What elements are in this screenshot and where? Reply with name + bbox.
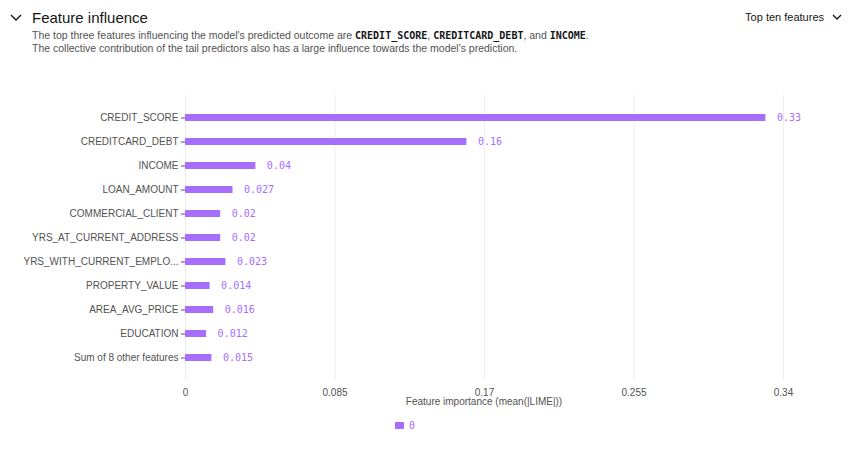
svg-text:Sum of 8 other features: Sum of 8 other features — [74, 352, 179, 363]
html-text:Top ten features: Top ten features — [745, 11, 824, 23]
svg-text:PROPERTY_VALUE: PROPERTY_VALUE — [86, 280, 179, 291]
svg-text:CREDIT_SCORE: CREDIT_SCORE — [100, 112, 179, 123]
svg-text:0.34: 0.34 — [774, 387, 794, 398]
svg-text:0.16: 0.16 — [478, 136, 502, 147]
html-text:0: 0 — [409, 420, 415, 431]
html-text:Feature importance (mean(|LIME: Feature importance (mean(|LIME|)) — [405, 396, 563, 407]
svg-text:CREDITCARD_DEBT: CREDITCARD_DEBT — [81, 136, 179, 147]
svg-text:0.027: 0.027 — [244, 184, 274, 195]
html-text:Feature influence: Feature influence — [32, 9, 148, 26]
svg-text:EDUCATION: EDUCATION — [120, 328, 178, 339]
svg-text:YRS_WITH_CURRENT_EMPLO...: YRS_WITH_CURRENT_EMPLO... — [23, 256, 178, 267]
html-text:The collective contribution of: The collective contribution of the tail … — [32, 42, 518, 54]
html-text:The top three features influen: The top three features influencing the m… — [32, 29, 589, 41]
svg-text:0.255: 0.255 — [621, 387, 646, 398]
svg-text:0.17: 0.17 — [475, 387, 495, 398]
svg-text:AREA_AVG_PRICE: AREA_AVG_PRICE — [89, 304, 179, 315]
svg-text:LOAN_AMOUNT: LOAN_AMOUNT — [102, 184, 178, 195]
svg-text:0.014: 0.014 — [221, 280, 251, 291]
svg-text:0.04: 0.04 — [267, 160, 291, 171]
svg-text:0.02: 0.02 — [232, 232, 256, 243]
svg-text:0.02: 0.02 — [232, 208, 256, 219]
svg-text:0.016: 0.016 — [225, 304, 255, 315]
svg-text:YRS_AT_CURRENT_ADDRESS: YRS_AT_CURRENT_ADDRESS — [32, 232, 179, 243]
svg-text:0.33: 0.33 — [777, 112, 801, 123]
svg-text:0.015: 0.015 — [223, 352, 253, 363]
svg-text:INCOME: INCOME — [139, 160, 179, 171]
svg-text:0.012: 0.012 — [218, 328, 248, 339]
svg-text:0.023: 0.023 — [237, 256, 267, 267]
svg-text:0.085: 0.085 — [322, 387, 347, 398]
svg-text:0: 0 — [183, 387, 189, 398]
svg-text:COMMERCIAL_CLIENT: COMMERCIAL_CLIENT — [70, 208, 179, 219]
